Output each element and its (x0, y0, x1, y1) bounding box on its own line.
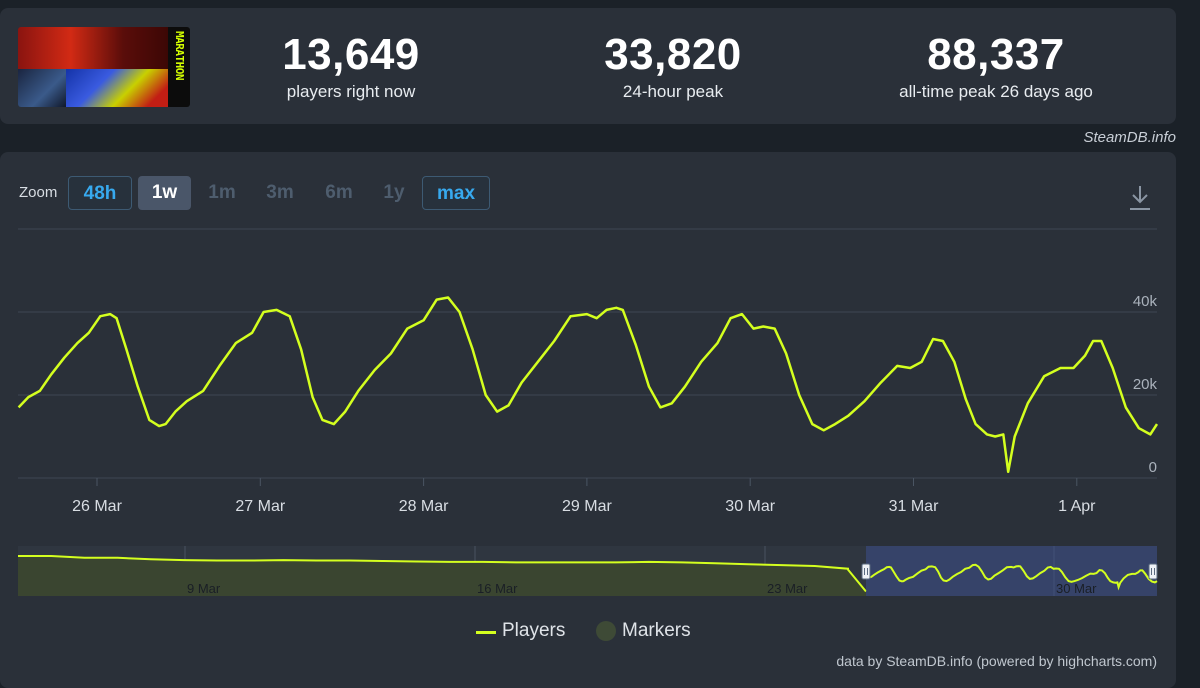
stat-players-now: 13,649 players right now (256, 32, 446, 102)
x-tick-label: 28 Mar (399, 498, 449, 515)
chart-panel (0, 152, 1176, 688)
zoom-48h-button[interactable]: 48h (68, 176, 132, 210)
players-series-line (17, 296, 1159, 474)
player-count-chart[interactable]: 0 20k 40k 26 Mar 27 Mar 28 Mar 29 Mar 30 Mar 31… (0, 152, 1176, 618)
x-tick-label: 30 Mar (725, 498, 775, 515)
zoom-1m-button[interactable]: 1m (208, 182, 236, 203)
navigator: 9 Mar 16 Mar 23 Mar 30 Mar (18, 546, 1158, 596)
stat-24h-peak: 33,820 24-hour peak (578, 32, 768, 102)
navigator-label: 16 Mar (477, 581, 518, 596)
navigator-area (18, 556, 866, 596)
navigator-label: 30 Mar (1056, 581, 1097, 596)
navigator-handles (861, 563, 1158, 580)
zoom-max-button[interactable]: max (422, 176, 490, 210)
players-line-icon (476, 631, 496, 634)
stat-value: 88,337 (927, 30, 1065, 79)
y-axis-labels: 0 20k 40k (1133, 293, 1158, 476)
x-tick-label: 26 Mar (72, 498, 122, 515)
stat-label: all-time peak 26 days ago (899, 82, 1093, 101)
navigator-labels: 9 Mar 16 Mar 23 Mar 30 Mar (187, 581, 1097, 596)
y-tick-label: 20k (1133, 376, 1158, 393)
stat-label: 24-hour peak (622, 82, 724, 101)
markers-dot-icon (596, 621, 616, 641)
stat-value: 13,649 (282, 30, 420, 79)
game-logo-text: MARATHON (173, 31, 186, 80)
navigator-handle (1148, 563, 1158, 580)
x-tick-label: 1 Apr (1058, 498, 1096, 515)
zoom-1w-button[interactable]: 1w (138, 176, 191, 210)
cover-art-top (18, 27, 168, 69)
zoom-3m-button[interactable]: 3m (266, 182, 294, 203)
navigator-handle (861, 563, 871, 580)
stats-header: MARATHON 13,649 players right now 33,820… (0, 8, 1176, 124)
zoom-6m-button[interactable]: 6m (325, 182, 353, 203)
chart-grid (18, 228, 1157, 479)
game-cover-image[interactable]: MARATHON (18, 27, 190, 107)
steamdb-credit[interactable]: SteamDB.info (1083, 129, 1176, 146)
navigator-line (18, 555, 867, 593)
legend-markers-label: Markers (622, 620, 691, 641)
chart-footer-credit[interactable]: data by SteamDB.info (powered by highcha… (836, 653, 1157, 669)
download-icon[interactable] (1128, 184, 1152, 212)
legend-players-label: Players (502, 620, 566, 641)
x-axis-labels: 26 Mar 27 Mar 28 Mar 29 Mar 30 Mar 31 Mar 1 Ap… (72, 478, 1096, 515)
cover-art-bottom-right (66, 69, 168, 107)
stat-value: 33,820 (604, 30, 742, 79)
zoom-1y-button[interactable]: 1y (383, 182, 405, 203)
x-tick-label: 27 Mar (235, 498, 285, 515)
stat-all-time-peak: 88,337 all-time peak 26 days ago (876, 32, 1116, 102)
logo-strip (168, 27, 190, 107)
zoom-label: Zoom (19, 184, 58, 201)
navigator-label: 23 Mar (767, 581, 808, 596)
x-tick-label: 29 Mar (562, 498, 612, 515)
x-tick-label: 31 Mar (889, 498, 939, 515)
stat-label: players right now (286, 82, 416, 101)
cover-art-bottom-left (18, 69, 66, 107)
y-tick-label: 40k (1133, 293, 1158, 310)
y-tick-label: 0 (1149, 459, 1157, 476)
navigator-selection (866, 546, 1157, 596)
navigator-selection-detail (865, 563, 1158, 591)
navigator-label: 9 Mar (187, 581, 221, 596)
